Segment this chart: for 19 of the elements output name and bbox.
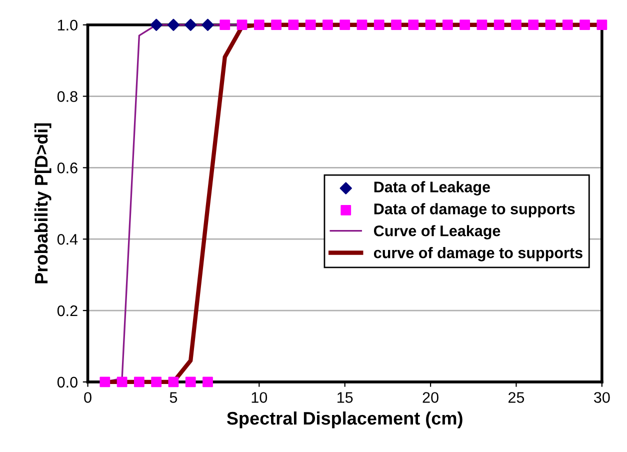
y-axis-title: Probability P[D>di] xyxy=(34,123,52,284)
y-tick-label: 1.0 xyxy=(58,20,78,31)
x-tick-label: 30 xyxy=(594,392,610,403)
legend-label: Data of Leakage xyxy=(374,181,490,196)
x-tick-label: 5 xyxy=(170,392,178,403)
x-tick-label: 15 xyxy=(338,392,353,403)
x-tick-label: 25 xyxy=(508,392,524,403)
y-tick-label: 0.6 xyxy=(57,162,78,174)
x-tick-label: 20 xyxy=(422,392,438,403)
y-tick-label: 0.4 xyxy=(57,234,78,245)
y-tick-label: 0.0 xyxy=(57,376,78,388)
legend-label: Data of damage to supports xyxy=(374,203,575,218)
legend-label: Curve of Leakage xyxy=(374,225,500,240)
x-axis-title: Spectral Displacement (cm) xyxy=(226,411,462,428)
legend-label: curve of damage to supports xyxy=(374,247,582,262)
y-tick-label: 0.8 xyxy=(57,91,78,102)
y-tick-label: 0.2 xyxy=(57,305,78,316)
x-tick-label: 10 xyxy=(252,392,268,403)
x-tick-label: 0 xyxy=(84,392,92,403)
